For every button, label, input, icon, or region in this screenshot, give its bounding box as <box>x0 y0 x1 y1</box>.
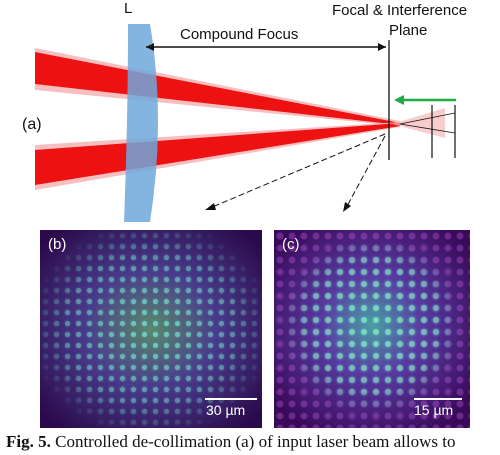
compound-focus-label: Compound Focus <box>180 26 299 43</box>
caption-prefix: Fig. 5. <box>6 432 51 451</box>
dashed-arrow-1 <box>209 133 386 209</box>
figure-caption: Fig. 5. Controlled de-collimation (a) of… <box>6 432 500 452</box>
caption-text: Controlled de-collimation (a) of input l… <box>50 432 456 451</box>
panel-b-label: (b) <box>48 236 67 253</box>
focal-plane-label-line2: Plane <box>389 22 428 39</box>
lens <box>124 24 158 222</box>
panel-b-scalebar <box>205 398 257 400</box>
panel-a-label: (a) <box>22 116 42 133</box>
panel-b-scale-text: 30 µm <box>206 402 246 418</box>
panel-c-scale-text: 15 µm <box>414 402 454 418</box>
reflected-beam <box>392 108 445 138</box>
panel-c-scalebar <box>414 398 462 400</box>
panel-c-label: (c) <box>282 236 300 253</box>
dashed-arrow-2 <box>345 135 386 209</box>
panel-a-schematic <box>35 24 456 222</box>
lower-beam <box>35 123 400 185</box>
panel-b-image: (b) 30 µm <box>40 230 262 428</box>
panel-c-image: (c) 15 µm <box>274 230 470 428</box>
focal-plane-label-line1: Focal & Interference <box>332 2 468 19</box>
upper-beam <box>35 52 400 125</box>
lens-label: L <box>124 0 133 17</box>
